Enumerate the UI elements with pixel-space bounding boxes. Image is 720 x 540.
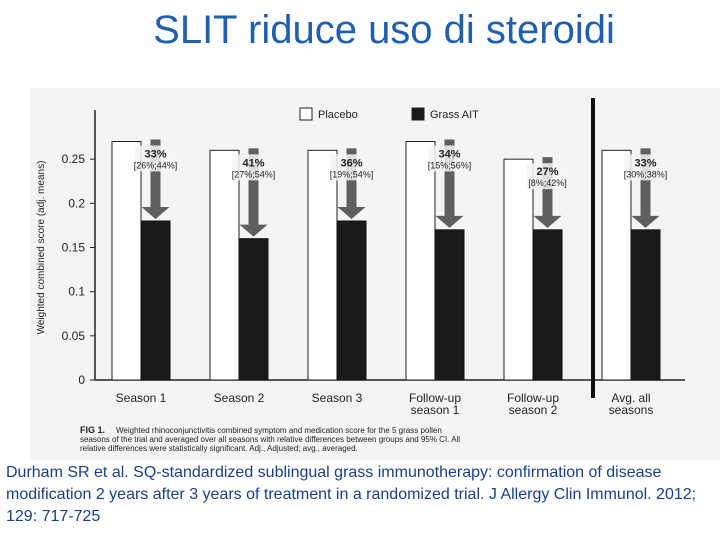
chart-bars	[111, 141, 661, 381]
caption-line: seasons of the trial and averaged over a…	[80, 435, 460, 444]
bar-placebo	[405, 141, 436, 381]
bar-grass-ait	[140, 220, 171, 381]
x-tick-label: season 1	[411, 403, 460, 417]
confidence-interval-label: [27%;54%]	[232, 169, 276, 179]
relative-difference-label: 41%	[242, 157, 264, 169]
y-tick-label: 0.1	[68, 285, 85, 299]
caption-line: Weighted rhinoconjunctivitis combined sy…	[116, 426, 442, 435]
arrow-head	[141, 207, 170, 219]
bar-placebo	[111, 141, 142, 381]
relative-difference-label: 36%	[340, 157, 362, 169]
chart-figure: Placebo Grass AIT 0 0.05 0.1 0.15 0.2 0.25 Weig…	[30, 88, 720, 460]
bar-placebo	[601, 149, 632, 381]
caption-label: FIG 1.	[80, 425, 105, 435]
legend-label-grass-ait: Grass AIT	[430, 109, 479, 121]
arrow-shaft	[150, 139, 161, 209]
confidence-interval-label: [15%;56%]	[428, 161, 472, 171]
arrow-shaft	[640, 148, 651, 218]
bar-grass-ait	[630, 229, 661, 381]
bar-placebo	[503, 158, 534, 381]
relative-difference-label: 33%	[144, 149, 166, 161]
bar-grass-ait	[532, 229, 563, 381]
slide-title: SLIT riduce uso di steroidi	[153, 8, 615, 52]
citation: Durham SR et al. SQ-standardized subling…	[6, 464, 697, 525]
confidence-interval-label: [30%;38%]	[624, 169, 668, 179]
relative-difference-label: 27%	[536, 166, 558, 178]
confidence-interval-label: [8%;42%]	[528, 178, 567, 188]
legend-label-placebo: Placebo	[318, 109, 358, 121]
difference-arrows: 33%[26%;44%] 41%[27%;54%]36%[19%;54%]34%[…	[134, 139, 668, 237]
figure-caption: FIG 1. Weighted rhinoconjunctivitis combi…	[80, 425, 460, 453]
arrow-head	[239, 224, 268, 237]
x-tick-label: Follow-up	[409, 391, 461, 405]
annotation-bg	[526, 163, 569, 190]
arrow-head	[631, 215, 660, 228]
legend-swatch-grass-ait	[411, 107, 425, 121]
x-tick-label: Season 3	[312, 391, 363, 405]
y-tick-label: 0.2	[68, 196, 85, 210]
arrow-head	[435, 215, 464, 228]
y-tick-label: 0.05	[62, 329, 86, 343]
y-axis-label: Weighted combined score (adj. means)	[36, 161, 47, 335]
annotation-bg	[428, 145, 471, 172]
annotation-bg	[232, 154, 275, 181]
confidence-interval-label: [26%;44%]	[134, 161, 178, 171]
x-tick-label: seasons	[609, 403, 654, 417]
y-tick-label: 0.25	[62, 152, 86, 166]
bar-chart: Placebo Grass AIT 0 0.05 0.1 0.15 0.2 0.25 Weig…	[36, 98, 685, 453]
annotation-bg	[330, 154, 373, 181]
relative-difference-label: 34%	[438, 149, 460, 161]
bar-grass-ait	[434, 229, 465, 381]
x-tick-label: Season 1	[116, 391, 167, 405]
y-tick-label: 0	[78, 373, 85, 387]
relative-difference-label: 33%	[634, 157, 656, 169]
arrow-shaft	[248, 148, 259, 227]
chart-legend: Placebo Grass AIT	[299, 107, 479, 121]
bar-grass-ait	[336, 220, 367, 381]
arrow-head	[533, 215, 562, 228]
bar-grass-ait	[238, 238, 269, 381]
annotation-bg	[624, 154, 667, 181]
bar-placebo	[307, 149, 338, 381]
bar-placebo	[209, 149, 240, 381]
annotation-bg	[134, 145, 177, 172]
y-tick-label: 0.15	[62, 241, 86, 255]
x-tick-label: Avg. all	[611, 391, 650, 405]
confidence-interval-label: [19%;54%]	[330, 169, 374, 179]
legend-swatch-placebo	[299, 107, 313, 121]
x-tick-label: season 2	[509, 403, 558, 417]
caption-line: relative differences were statistically …	[80, 444, 358, 453]
chart-axes: 0 0.05 0.1 0.15 0.2 0.25 Weighted combined sco…	[36, 98, 685, 417]
x-tick-label: Follow-up	[507, 391, 559, 405]
x-tick-label: Season 2	[214, 391, 265, 405]
arrow-shaft	[444, 139, 455, 218]
arrow-head	[337, 207, 366, 219]
